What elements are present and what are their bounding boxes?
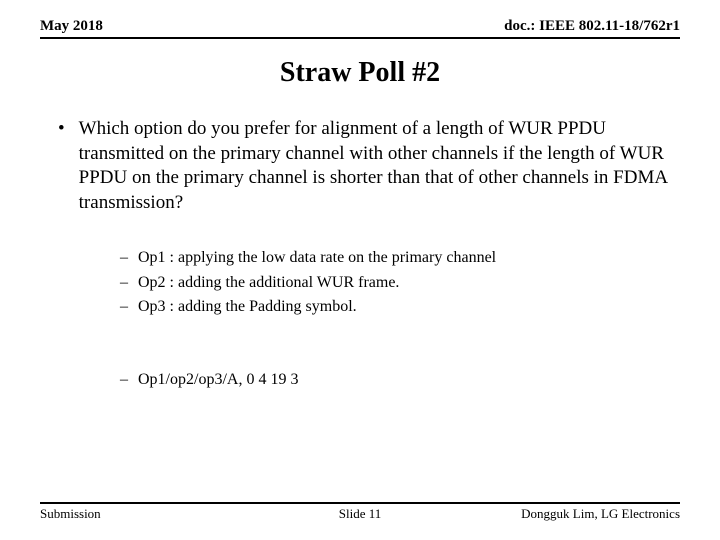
options-list: – Op1 : applying the low data rate on th… — [120, 246, 660, 320]
result-list: – Op1/op2/op3/A, 0 4 19 3 — [120, 368, 660, 393]
result-text: Op1/op2/op3/A, 0 4 19 3 — [138, 368, 298, 393]
footer-slide-number: Slide 11 — [40, 506, 680, 522]
slide-title: Straw Poll #2 — [40, 57, 680, 89]
list-item: – Op3 : adding the Padding symbol. — [120, 295, 660, 320]
option-text: Op2 : adding the additional WUR frame. — [138, 271, 399, 296]
dash-icon: – — [120, 246, 128, 271]
main-question: • Which option do you prefer for alignme… — [58, 117, 670, 216]
dash-icon: – — [120, 295, 128, 320]
option-text: Op3 : adding the Padding symbol. — [138, 295, 357, 320]
main-question-text: Which option do you prefer for alignment… — [79, 117, 670, 216]
list-item: – Op1 : applying the low data rate on th… — [120, 246, 660, 271]
option-text: Op1 : applying the low data rate on the … — [138, 246, 496, 271]
dash-icon: – — [120, 368, 128, 393]
footer: Submission Slide 11 Dongguk Lim, LG Elec… — [40, 502, 680, 522]
list-item: – Op2 : adding the additional WUR frame. — [120, 271, 660, 296]
dash-icon: – — [120, 271, 128, 296]
header: May 2018 doc.: IEEE 802.11-18/762r1 — [40, 18, 680, 39]
header-doc-id: doc.: IEEE 802.11-18/762r1 — [504, 18, 680, 35]
header-date: May 2018 — [40, 18, 103, 35]
bullet-dot: • — [58, 117, 65, 216]
list-item: – Op1/op2/op3/A, 0 4 19 3 — [120, 368, 660, 393]
